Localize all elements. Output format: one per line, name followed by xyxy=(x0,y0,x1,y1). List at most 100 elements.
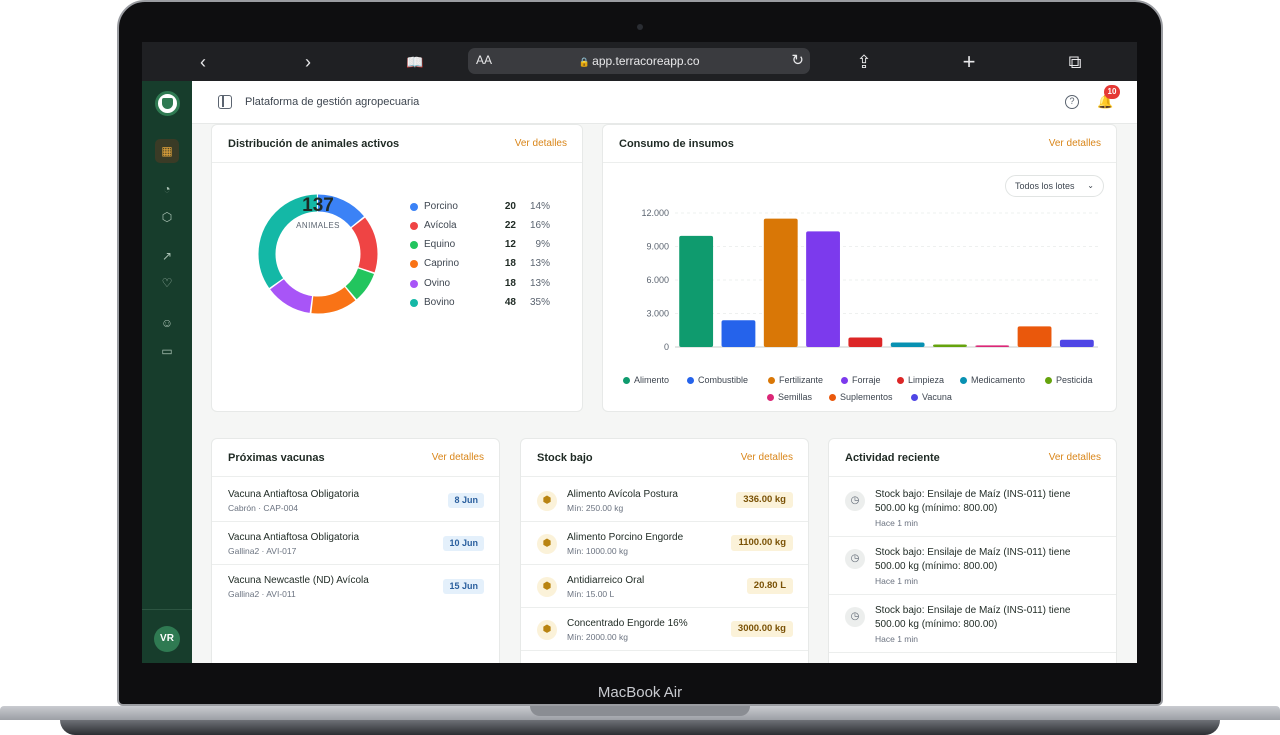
legend-swatch xyxy=(410,260,418,268)
logo-mark xyxy=(162,98,173,109)
animals-details-link[interactable]: Ver detalles xyxy=(514,138,567,149)
stock-name: Antidiarreico Oral xyxy=(567,575,645,586)
avatar[interactable]: VR xyxy=(154,626,180,652)
insumos-card: Consumo de insumos Ver detalles Todos lo… xyxy=(602,124,1117,412)
new-tab-icon[interactable]: + xyxy=(962,49,976,74)
legend-swatch xyxy=(623,377,630,384)
box-icon: ⬢ xyxy=(537,491,557,511)
book-icon[interactable]: 📖 xyxy=(406,54,424,70)
card-header: Stock bajo Ver detalles xyxy=(521,439,808,477)
text-size-button[interactable]: AA xyxy=(476,53,493,67)
vaccine-animal: Gallina2 · AVI-017 xyxy=(228,546,297,556)
list-item[interactable]: Vacuna Newcastle (ND) Avícola Gallina2 ·… xyxy=(212,565,499,608)
back-icon[interactable]: ‹ xyxy=(200,52,206,72)
legend-name: Ovino xyxy=(424,278,451,289)
bar xyxy=(890,342,925,347)
legend-swatch xyxy=(841,377,848,384)
billing-icon[interactable]: ▭ xyxy=(161,344,173,358)
reload-icon[interactable]: ↻ xyxy=(791,52,804,69)
legend-swatch xyxy=(960,377,967,384)
legend-name: Vacuna xyxy=(922,392,952,402)
users-icon[interactable]: ☺ xyxy=(160,316,174,330)
activity-time: Hace 1 min xyxy=(875,634,918,644)
legend-swatch xyxy=(410,299,418,307)
list-item[interactable]: ⬢ Antidiarreico Oral Mín: 15.00 L 20.80 … xyxy=(521,565,808,608)
date-badge: 15 Jun xyxy=(443,579,484,594)
list-item[interactable]: ◷ Stock bajo: Ensilaje de Maíz (INS-011)… xyxy=(829,595,1116,653)
legend-percent: 35% xyxy=(529,297,550,308)
list-item[interactable]: ◷ Stock bajo: Ensilaje de Maíz (INS-011)… xyxy=(829,479,1116,537)
stock-details-link[interactable]: Ver detalles xyxy=(740,452,793,463)
health-icon[interactable]: ♡ xyxy=(161,276,173,290)
legend-swatch xyxy=(410,280,418,288)
legend-percent: 13% xyxy=(529,258,550,269)
url-label: app.terracoreapp.co xyxy=(592,54,700,68)
page-title: Plataforma de gestión agropecuaria xyxy=(245,96,420,108)
stock-min: Mín: 1000.00 kg xyxy=(567,546,628,556)
legend-swatch xyxy=(410,241,418,249)
dashboard-icon[interactable]: ▦ xyxy=(155,139,179,163)
tabs-icon[interactable]: ⧉ xyxy=(1068,52,1082,72)
forward-icon[interactable]: › xyxy=(305,52,311,72)
activity-text: Stock bajo: Ensilaje de Maíz (INS-011) t… xyxy=(875,605,1071,630)
bar xyxy=(1059,339,1094,347)
list-item[interactable]: ◷ Stock bajo: Ensilaje de Maíz (INS-011)… xyxy=(829,537,1116,595)
activity-text: Stock bajo: Ensilaje de Maíz (INS-011) t… xyxy=(875,547,1071,572)
card-title: Actividad reciente xyxy=(845,452,940,464)
app-logo[interactable] xyxy=(155,91,180,116)
bar xyxy=(721,320,756,347)
date-badge: 8 Jun xyxy=(448,493,484,508)
stock-qty-badge: 3000.00 kg xyxy=(730,621,793,637)
card-header: Próximas vacunas Ver detalles xyxy=(212,439,499,477)
trend-icon[interactable]: ↗ xyxy=(161,249,173,263)
stock-qty-badge: 1100.00 kg xyxy=(731,535,793,551)
share-icon[interactable]: ⇪ xyxy=(856,52,872,72)
clock-icon: ◷ xyxy=(845,549,865,569)
stock-name: Concentrado Engorde 16% xyxy=(567,618,688,629)
donut-slice xyxy=(258,194,378,314)
vaccine-animal: Cabrón · CAP-004 xyxy=(228,503,298,513)
clock-icon: ◷ xyxy=(845,607,865,627)
insumos-details-link[interactable]: Ver detalles xyxy=(1048,138,1101,149)
help-icon[interactable]: ? xyxy=(1065,95,1079,109)
list-item[interactable]: ⬢ Concentrado Engorde 16% Mín: 2000.00 k… xyxy=(521,608,808,651)
actividad-details-link[interactable]: Ver detalles xyxy=(1048,452,1101,463)
vaccine-name: Vacuna Antiaftosa Obligatoria xyxy=(228,489,360,500)
legend-swatch xyxy=(911,394,918,401)
list-item[interactable]: ⬢ Alimento Porcino Engorde Mín: 1000.00 … xyxy=(521,522,808,565)
toggle-sidebar-icon[interactable] xyxy=(218,95,232,109)
legend-name: Porcino xyxy=(424,201,458,212)
browser-toolbar: ‹ › 📖 AA 🔒 app.terracoreapp.co ↻ ⇪ + ⧉ xyxy=(142,42,1137,81)
legend-name: Equino xyxy=(424,239,456,250)
lotes-select[interactable]: Todos los lotes ⌄ xyxy=(1005,175,1104,197)
vacunas-card: Próximas vacunas Ver detalles Vacuna Ant… xyxy=(211,438,500,663)
legend-percent: 13% xyxy=(529,278,550,289)
inventory-icon[interactable]: ⬡ xyxy=(161,210,173,224)
bar xyxy=(679,235,714,347)
y-tick-label: 9.000 xyxy=(646,242,669,252)
camera xyxy=(637,24,643,30)
animals-icon[interactable]: ◔ xyxy=(163,182,171,196)
base-bottom xyxy=(60,720,1220,735)
legend-count: 20 xyxy=(504,201,516,212)
list-item[interactable]: Vacuna Antiaftosa Obligatoria Gallina2 ·… xyxy=(212,522,499,565)
box-icon: ⬢ xyxy=(537,577,557,597)
base-notch xyxy=(530,706,750,716)
legend-count: 18 xyxy=(504,278,516,289)
card-title: Distribución de animales activos xyxy=(228,138,400,150)
stock-min: Mín: 15.00 L xyxy=(567,589,615,599)
bar xyxy=(763,218,798,347)
activity-text: Stock bajo: Ensilaje de Maíz (INS-011) t… xyxy=(875,489,1071,514)
card-header: Distribución de animales activos Ver det… xyxy=(212,125,582,163)
notification-badge: 10 xyxy=(1104,85,1120,99)
donut-slice xyxy=(258,194,378,314)
list-item[interactable]: Vacuna Antiaftosa Obligatoria Cabrón · C… xyxy=(212,479,499,522)
animals-total: 137 xyxy=(302,195,334,216)
legend-swatch xyxy=(687,377,694,384)
vacunas-details-link[interactable]: Ver detalles xyxy=(431,452,484,463)
address-bar[interactable]: AA 🔒 app.terracoreapp.co ↻ xyxy=(468,48,810,74)
card-title: Stock bajo xyxy=(537,452,593,464)
legend-name: Caprino xyxy=(424,258,460,269)
stock-min: Mín: 250.00 kg xyxy=(567,503,624,513)
list-item[interactable]: ⬢ Alimento Avícola Postura Mín: 250.00 k… xyxy=(521,479,808,522)
